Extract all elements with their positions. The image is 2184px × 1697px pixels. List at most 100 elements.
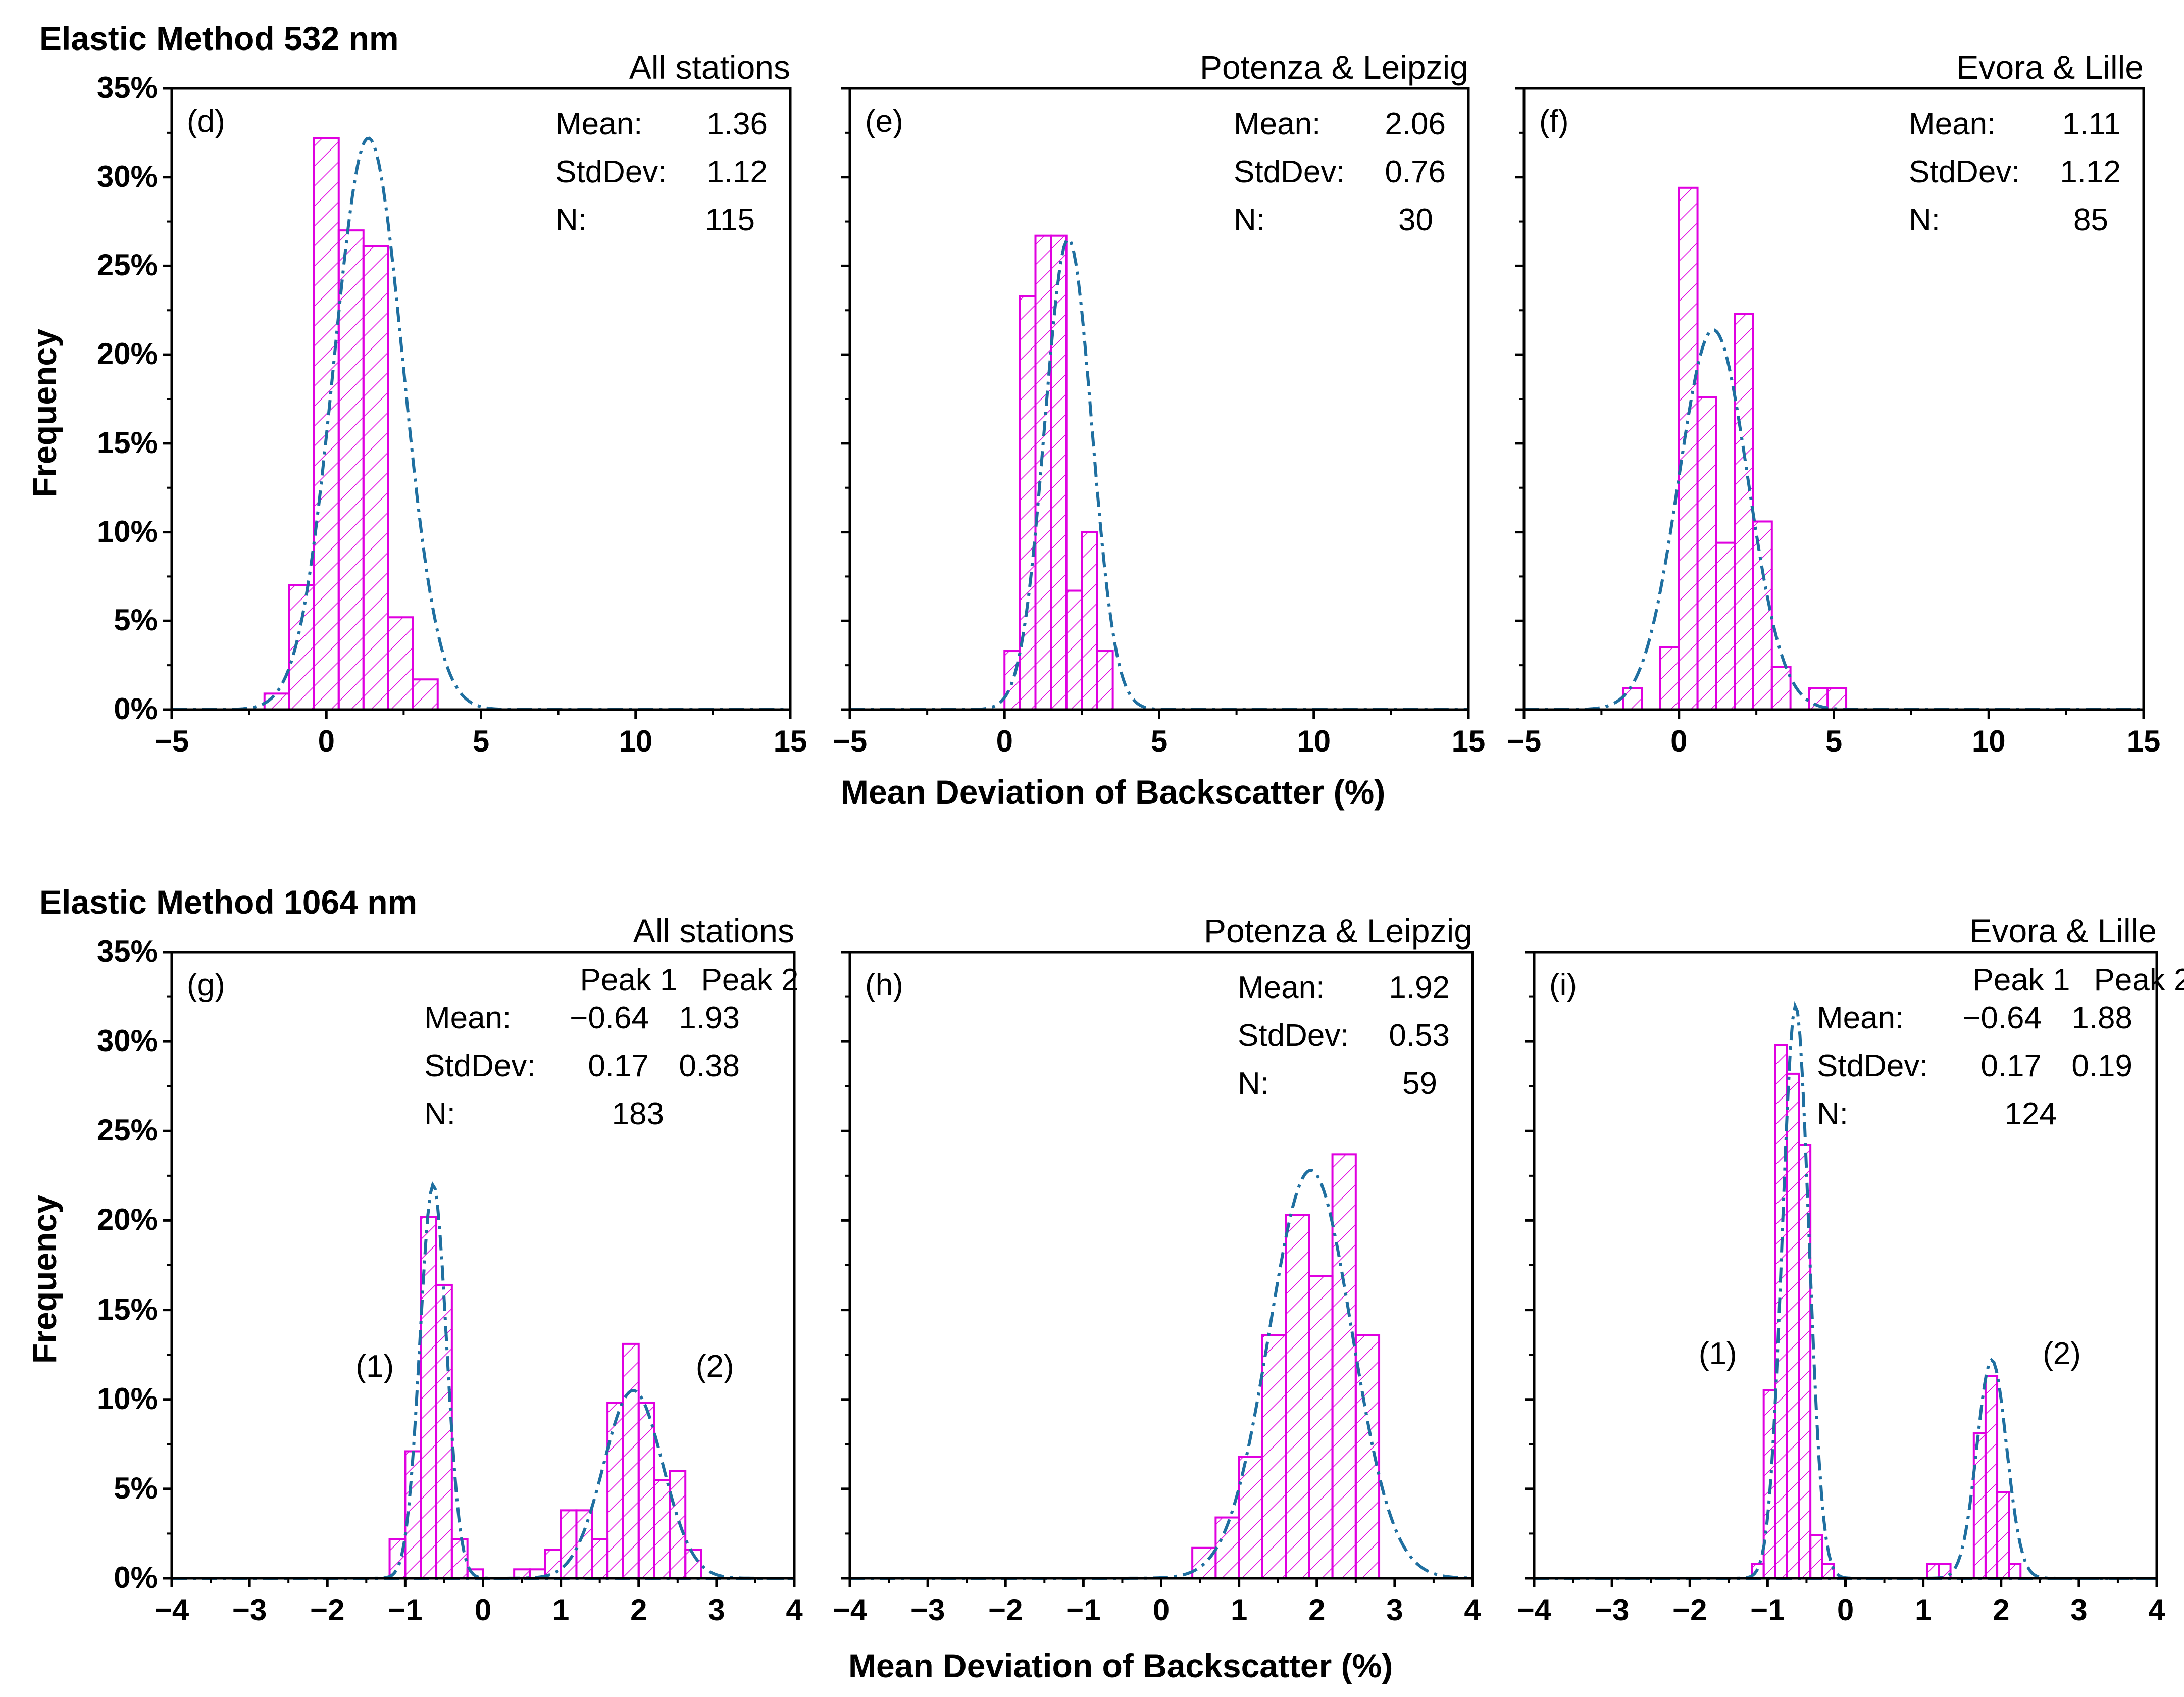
y-tick-label: 25% <box>96 248 158 282</box>
histogram-bar <box>362 245 389 711</box>
y-tick-label: 0% <box>114 692 158 726</box>
panel-title: Evora & Lille <box>1956 48 2144 86</box>
stat-label: N: <box>1234 203 1265 237</box>
stat-label: Mean: <box>1234 107 1321 141</box>
x-tick-label: −2 <box>988 1593 1023 1627</box>
stat-label: Mean: <box>1238 970 1325 1005</box>
histogram-bar <box>575 1509 593 1579</box>
x-tick-label: 0 <box>1837 1593 1854 1627</box>
x-tick-label: 0 <box>1152 1593 1170 1627</box>
plot-frame <box>170 87 792 711</box>
stat-value-peak2: 1.88 <box>2071 1001 2132 1035</box>
stat-label: StdDev: <box>1909 155 2020 189</box>
stat-value-peak2: 1.93 <box>679 1001 740 1035</box>
histogram-bar <box>1678 186 1699 711</box>
x-tick-label: 4 <box>1464 1593 1481 1627</box>
x-tick-label: 2 <box>630 1593 647 1627</box>
histogram-bar <box>387 616 414 711</box>
x-tick-label: 5 <box>472 724 490 758</box>
x-tick-label: 1 <box>1230 1593 1248 1627</box>
x-tick-label: 2 <box>1308 1593 1326 1627</box>
plot-frame <box>848 87 1470 711</box>
stat-value: 1.11 <box>2062 107 2121 141</box>
stat-label: Mean: <box>1909 107 1996 141</box>
x-tick-label: 10 <box>619 724 653 758</box>
x-tick-label: 0 <box>996 724 1013 758</box>
panel-letter-label: (h) <box>865 968 903 1003</box>
histogram-bar <box>1261 1334 1287 1579</box>
x-tick-label: −4 <box>1516 1593 1552 1627</box>
peak2-header: Peak 2 <box>2094 963 2184 997</box>
gaussian-fit-curve <box>850 237 1468 711</box>
x-tick-label: 1 <box>1914 1593 1932 1627</box>
panel-letter-label: (g) <box>187 968 225 1003</box>
histogram-bar <box>669 1470 687 1579</box>
x-tick-label: −2 <box>1672 1593 1707 1627</box>
x-tick-label: −4 <box>832 1593 868 1627</box>
histogram-bar <box>1972 1432 1987 1579</box>
peak1-header: Peak 1 <box>1972 963 2070 997</box>
panel-title: All stations <box>633 912 794 950</box>
histogram-bar <box>1984 1375 1999 1580</box>
histogram-bar <box>1786 1072 1800 1579</box>
stat-value-peak1: −0.64 <box>570 1001 649 1035</box>
histogram-bar <box>1926 1563 1940 1580</box>
histogram-bar <box>1715 541 1736 711</box>
stat-label: N: <box>1909 203 1940 237</box>
y-tick-label: 10% <box>96 1381 158 1416</box>
x-tick-label: 0 <box>318 724 335 758</box>
stat-value-peak1: 0.17 <box>588 1049 649 1083</box>
x-tick-label: 5 <box>1825 724 1843 758</box>
bottom-x-axis-label: Mean Deviation of Backscatter (%) <box>848 1647 1393 1684</box>
stat-label: Mean: <box>1817 1001 1904 1035</box>
stat-value-n: 183 <box>612 1096 664 1131</box>
x-tick-label: 4 <box>2148 1593 2165 1627</box>
histogram-bar <box>606 1402 624 1580</box>
x-tick-label: 0 <box>474 1593 492 1627</box>
histogram-bar <box>1081 531 1098 711</box>
peak2-header: Peak 2 <box>701 963 799 997</box>
histogram-bar <box>1659 646 1680 711</box>
stat-value: 0.53 <box>1389 1018 1450 1053</box>
x-tick-label: −5 <box>832 724 868 758</box>
y-tick-label: 30% <box>96 1024 158 1058</box>
bottom-method-title: Elastic Method 1064 nm <box>39 883 418 921</box>
stat-value: 59 <box>1402 1066 1437 1101</box>
x-tick-label: 1 <box>552 1593 570 1627</box>
histogram-bar <box>1019 295 1037 711</box>
histogram-bar <box>1996 1491 2010 1580</box>
x-tick-label: 5 <box>1150 724 1168 758</box>
gaussian-fit-curve <box>1534 1358 2157 1580</box>
peak2-annotation: (2) <box>695 1349 734 1384</box>
x-tick-label: 15 <box>773 724 807 758</box>
stat-label: StdDev: <box>555 155 667 189</box>
panel-letter-label: (d) <box>187 104 225 139</box>
histogram-bar <box>591 1538 609 1579</box>
panel-title: Potenza & Leipzig <box>1199 48 1468 86</box>
histogram-bar <box>1034 234 1052 711</box>
panel-letter-label: (f) <box>1539 104 1569 139</box>
stat-label: N: <box>424 1096 455 1131</box>
x-tick-label: −3 <box>232 1593 267 1627</box>
histogram-bar <box>1285 1214 1310 1580</box>
stat-label: StdDev: <box>1234 155 1345 189</box>
stat-value: 0.76 <box>1385 155 1446 189</box>
histogram-bar <box>1770 666 1792 711</box>
histogram-bar <box>1050 234 1068 711</box>
panel-title: All stations <box>629 48 790 86</box>
x-tick-label: −2 <box>310 1593 345 1627</box>
y-tick-label: 10% <box>96 514 158 548</box>
stat-label: N: <box>1238 1066 1269 1101</box>
gaussian-fit-curve <box>1534 1001 2157 1580</box>
x-tick-label: −1 <box>1750 1593 1785 1627</box>
x-tick-label: −5 <box>154 724 189 758</box>
stat-value-peak2: 0.38 <box>679 1049 740 1083</box>
x-tick-label: 3 <box>1386 1593 1403 1627</box>
y-tick-label: 25% <box>96 1113 158 1147</box>
gaussian-fit-curve <box>172 136 790 711</box>
stat-value: 30 <box>1398 203 1433 237</box>
histogram-bar <box>412 678 439 711</box>
plot-frame <box>170 951 796 1580</box>
x-tick-label: 15 <box>2126 724 2161 758</box>
stat-value-peak2: 0.19 <box>2071 1049 2132 1083</box>
